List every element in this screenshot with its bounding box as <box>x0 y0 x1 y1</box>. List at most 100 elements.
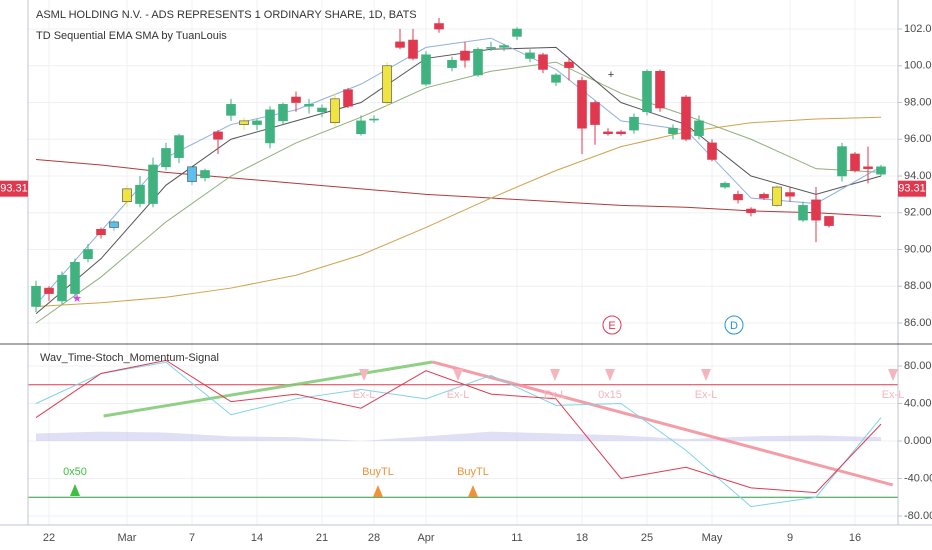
candle-body <box>434 23 444 30</box>
candle-body <box>421 54 431 85</box>
candle-body <box>746 208 756 214</box>
candle-body <box>811 199 821 221</box>
signal-triangle <box>888 369 898 381</box>
candle-body <box>44 287 54 294</box>
signal-label: Ex-L <box>882 389 905 401</box>
candle-body <box>213 131 223 140</box>
y-tick-label: 100.00 <box>904 60 932 72</box>
candle-body <box>174 135 184 158</box>
candle-body <box>317 107 327 113</box>
candle-body <box>720 183 730 188</box>
signal-label: Ex-L <box>695 389 718 401</box>
x-tick-label: 9 <box>787 532 793 544</box>
candle-body <box>499 45 509 48</box>
y-tick-label: 90.00 <box>904 243 932 255</box>
candle-body <box>564 61 574 68</box>
candle-body <box>577 80 587 129</box>
candle-body <box>798 205 808 221</box>
candle-body <box>70 262 80 294</box>
signal-triangle <box>453 369 463 381</box>
last-price-left-box <box>0 180 28 197</box>
candle-body <box>668 127 678 135</box>
chart-title: ASML HOLDING N.V. - ADS REPRESENTS 1 ORD… <box>36 9 417 21</box>
x-tick-label: 25 <box>641 532 653 544</box>
candle-body <box>252 120 262 125</box>
candle-body <box>837 146 847 177</box>
moving-average <box>35 61 882 324</box>
y-tick-label: 40.0000 <box>904 397 932 409</box>
candle-body <box>408 39 418 59</box>
oscillator-pane <box>28 359 898 508</box>
candle-body <box>122 188 132 203</box>
candle-body <box>161 148 171 168</box>
candle-body <box>226 104 236 116</box>
candle-body <box>512 28 522 37</box>
candle-body <box>278 104 288 122</box>
moving-average <box>35 158 882 217</box>
candle-body <box>642 70 652 113</box>
candle-body <box>473 48 483 76</box>
candle-body <box>863 166 873 169</box>
event-label: E <box>608 320 615 332</box>
x-tick-label: 18 <box>576 532 588 544</box>
signal-label: BuyTL <box>457 466 489 478</box>
x-tick-label: 7 <box>189 532 195 544</box>
candle-body <box>616 131 626 135</box>
signal-triangle <box>605 369 615 381</box>
candle-body <box>200 170 210 179</box>
x-tick-label: 28 <box>368 532 380 544</box>
oscillator-title: Wav_Time-Stoch_Momentum-Signal <box>40 352 219 364</box>
price-pane: ★+ <box>31 18 886 324</box>
moving-average <box>35 116 882 307</box>
candle-body <box>785 192 795 197</box>
x-tick-label: Mar <box>118 532 137 544</box>
last-price-right: 93.31 <box>898 183 926 195</box>
candle-body <box>31 285 41 307</box>
candle-body <box>395 41 405 48</box>
trendline <box>432 360 894 487</box>
candle-body <box>460 50 470 61</box>
candle-body <box>187 166 197 182</box>
candle-body <box>148 164 158 204</box>
event-marker <box>724 315 744 335</box>
y-tick-label: 96.00 <box>904 133 932 145</box>
y-tick-label: 86.00 <box>904 317 932 329</box>
candle-body <box>759 194 769 199</box>
y-tick-label: -40.0000 <box>904 472 932 484</box>
candle-body <box>655 70 665 109</box>
candle-body <box>291 96 301 103</box>
candle-body <box>96 228 106 236</box>
candle-body <box>135 184 145 204</box>
candle-body <box>486 47 496 49</box>
candle-body <box>590 102 600 125</box>
candle-body <box>733 194 743 201</box>
y-tick-label: 0.0000 <box>904 435 932 447</box>
x-tick-label: Apr <box>417 532 434 544</box>
signal-label: 0x15 <box>598 389 622 401</box>
signal-label: BuyTL <box>362 466 394 478</box>
candle-body <box>772 186 782 206</box>
candle-body <box>343 89 353 107</box>
axes <box>0 0 932 526</box>
event-label: D <box>730 320 738 332</box>
candle-body <box>876 166 886 175</box>
candle-body <box>850 153 860 171</box>
candle-body <box>551 74 561 83</box>
signal-cross: + <box>608 69 614 81</box>
signal-triangle <box>468 485 478 497</box>
indicator-title: TD Sequential EMA SMA by TuanLouis <box>36 30 227 42</box>
x-tick-label: 16 <box>849 532 861 544</box>
x-tick-label: May <box>702 532 723 544</box>
candle-body <box>603 131 613 135</box>
candle-body <box>824 216 834 226</box>
candle-body <box>707 142 717 160</box>
y-tick-label: 94.00 <box>904 170 932 182</box>
x-tick-label: 14 <box>251 532 263 544</box>
candle-body <box>447 59 457 68</box>
event-marker <box>602 315 622 335</box>
signal-star: ★ <box>72 293 82 305</box>
candle-body <box>525 52 535 59</box>
oscillator-line <box>35 359 882 494</box>
